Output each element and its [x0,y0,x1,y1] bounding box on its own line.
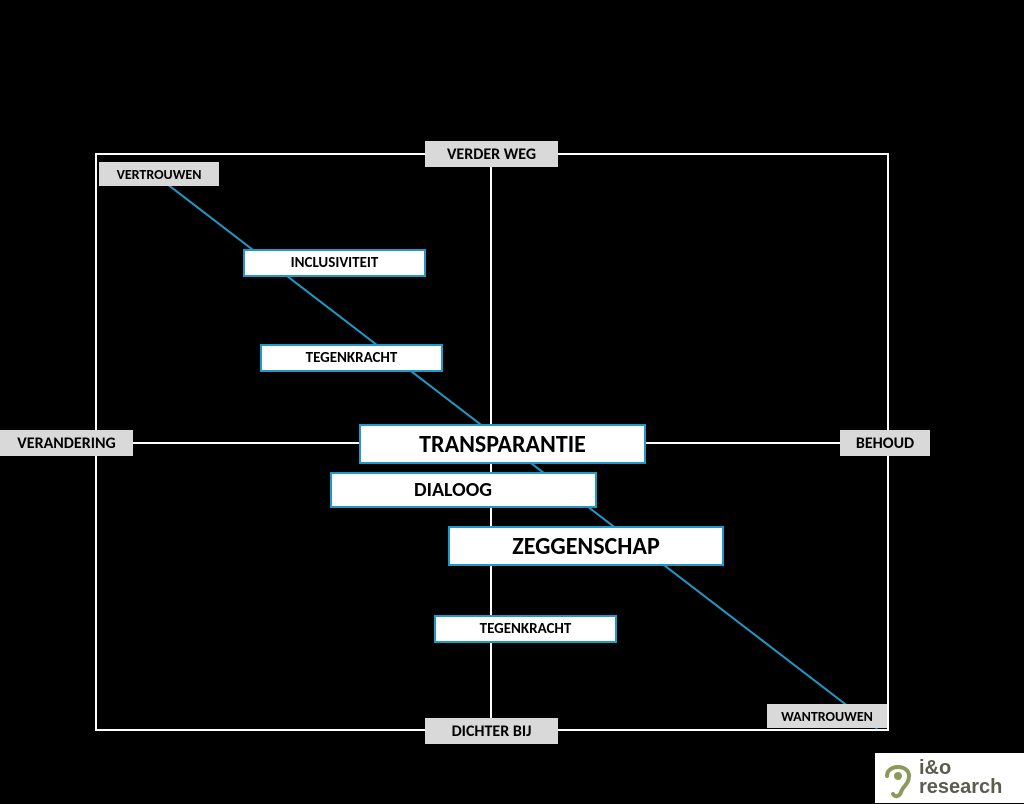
axis-label-bottom-text: DICHTER BIJ [452,722,532,741]
node-text: INCLUSIVITEIT [291,254,379,272]
node-tegenkracht-1: TEGENKRACHT [260,344,443,372]
logo-io-research: i&o research [875,753,1024,803]
diagonal-end-label: WANTROUWEN [767,704,887,728]
axis-label-right: BEHOUD [840,430,930,456]
axis-label-top-text: VERDER WEG [447,145,536,164]
node-text: TEGENKRACHT [306,349,398,367]
axis-label-left-text: VERANDERING [17,434,115,453]
axis-label-right-text: BEHOUD [856,434,914,453]
diagonal-start-label: VERTROUWEN [99,162,219,186]
node-inclusiviteit: INCLUSIVITEIT [243,249,426,277]
axis-label-left: VERANDERING [0,430,133,456]
diagonal-start-text: VERTROUWEN [117,166,202,183]
diagonal-end-text: WANTROUWEN [781,708,873,725]
node-tegenkracht-2: TEGENKRACHT [434,615,617,643]
node-transparantie: TRANSPARANTIE [359,424,646,464]
ear-icon [881,756,915,800]
diagram-canvas: VERDER WEG DICHTER BIJ VERANDERING BEHOU… [0,0,1024,804]
node-text: ZEGGENSCHAP [512,532,659,561]
node-text: TEGENKRACHT [480,620,572,638]
logo-line2: research [919,778,1002,797]
node-text: TRANSPARANTIE [419,430,586,459]
axis-label-bottom: DICHTER BIJ [425,718,558,744]
node-zeggenschap: ZEGGENSCHAP [448,526,724,566]
node-dialoog: DIALOOG [330,472,597,508]
axis-label-top: VERDER WEG [425,141,558,167]
node-text: DIALOOG [414,478,492,502]
